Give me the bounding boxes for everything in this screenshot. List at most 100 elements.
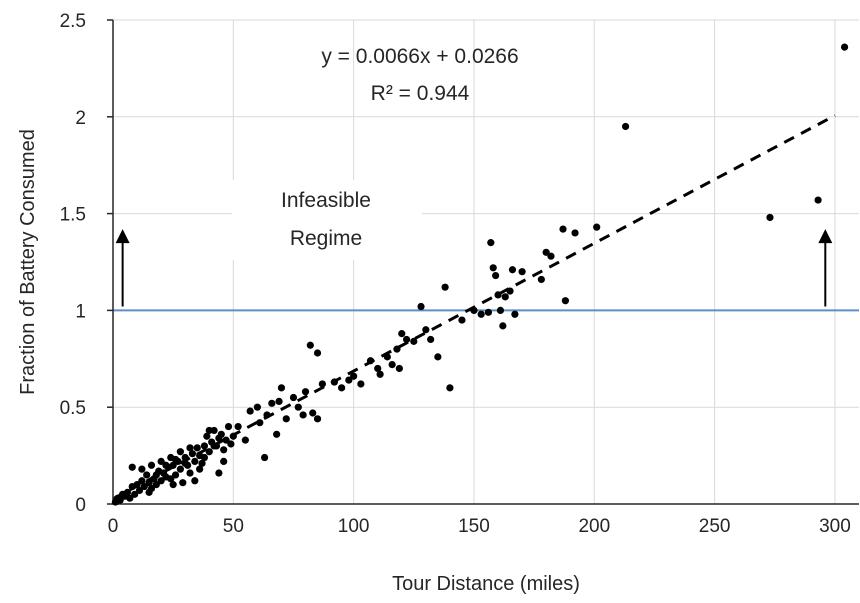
y-tick-label: 1 — [75, 301, 86, 322]
gridlines — [113, 19, 859, 504]
data-point — [200, 442, 209, 450]
data-point — [217, 430, 225, 438]
data-point — [181, 453, 189, 462]
x-tick-label: 100 — [338, 516, 370, 537]
data-point — [203, 432, 211, 440]
data-point — [215, 469, 223, 477]
data-point — [277, 384, 286, 392]
data-point — [350, 372, 358, 380]
data-point — [169, 461, 177, 469]
y-tick-label: 0.5 — [60, 398, 86, 419]
data-point — [171, 455, 180, 464]
data-point — [547, 252, 555, 260]
data-point — [162, 461, 170, 469]
data-point — [357, 380, 365, 388]
data-point — [484, 308, 493, 316]
data-point — [313, 415, 322, 423]
data-point — [200, 453, 209, 462]
data-point — [410, 337, 418, 345]
data-point — [205, 426, 213, 435]
data-point — [176, 465, 184, 473]
data-point — [376, 370, 384, 378]
data-point — [309, 409, 317, 417]
data-point — [152, 471, 160, 479]
data-point — [138, 465, 146, 473]
data-point — [181, 459, 189, 467]
data-point — [263, 411, 271, 419]
data-point — [133, 481, 141, 489]
data-point — [145, 479, 153, 487]
data-point — [196, 465, 204, 473]
data-point — [224, 422, 233, 431]
x-tick-label: 300 — [819, 516, 851, 537]
data-point — [766, 213, 774, 222]
data-point — [383, 353, 391, 361]
x-tick-label: 200 — [578, 516, 610, 537]
data-point — [135, 486, 144, 495]
data-point — [147, 461, 156, 469]
data-point — [220, 446, 228, 454]
data-point — [126, 494, 134, 502]
data-point — [179, 479, 187, 487]
data-point — [393, 345, 401, 353]
data-point — [301, 388, 310, 396]
data-point — [422, 326, 430, 334]
data-point — [193, 444, 201, 452]
data-point — [234, 422, 242, 431]
y-tick-label: 0 — [75, 495, 86, 516]
data-point — [318, 380, 326, 388]
data-point — [621, 122, 630, 131]
data-point — [477, 310, 485, 318]
data-points — [111, 43, 849, 506]
data-point — [417, 302, 425, 311]
trendline-r2-label: R² = 0.944 — [371, 82, 470, 105]
data-point — [143, 471, 151, 479]
data-point — [506, 287, 514, 295]
data-point — [593, 223, 601, 231]
data-point — [145, 488, 153, 496]
x-tick-label: 50 — [223, 516, 244, 537]
data-point — [434, 353, 442, 361]
annotation-background — [232, 180, 422, 260]
data-point — [427, 335, 435, 344]
data-point — [499, 322, 507, 330]
data-point — [157, 457, 165, 466]
data-point — [275, 397, 283, 405]
data-point — [186, 469, 194, 477]
data-point — [167, 475, 175, 483]
data-point — [398, 330, 406, 338]
infeasible-regime-label-line1: Infeasible — [281, 189, 371, 212]
data-point — [186, 444, 194, 452]
data-point — [205, 448, 213, 456]
data-point — [116, 496, 124, 504]
data-point — [299, 411, 307, 419]
data-point — [157, 477, 165, 485]
axes — [107, 19, 859, 505]
data-point — [171, 471, 180, 479]
x-tick-label: 250 — [699, 516, 731, 537]
data-point — [140, 482, 148, 491]
data-point — [487, 239, 495, 247]
data-point — [138, 477, 146, 485]
data-point — [537, 275, 545, 284]
data-point — [131, 490, 139, 498]
data-point — [294, 403, 302, 411]
data-point — [256, 419, 264, 427]
data-point — [123, 488, 132, 496]
data-point — [559, 225, 567, 233]
data-point — [441, 283, 449, 291]
data-point — [152, 481, 160, 489]
data-point — [542, 248, 550, 256]
data-point — [402, 335, 411, 344]
data-point — [220, 457, 228, 466]
tick-labels: 0 50 100 150 200 250 300 0 0.5 1 1.5 2 2.5 — [60, 11, 851, 537]
data-point — [229, 432, 237, 440]
data-point — [282, 415, 290, 423]
data-point — [268, 399, 276, 407]
data-point — [492, 271, 500, 280]
arrows — [115, 229, 833, 307]
y-tick-label: 2 — [75, 108, 86, 129]
data-point — [227, 440, 235, 448]
data-point — [345, 376, 353, 384]
